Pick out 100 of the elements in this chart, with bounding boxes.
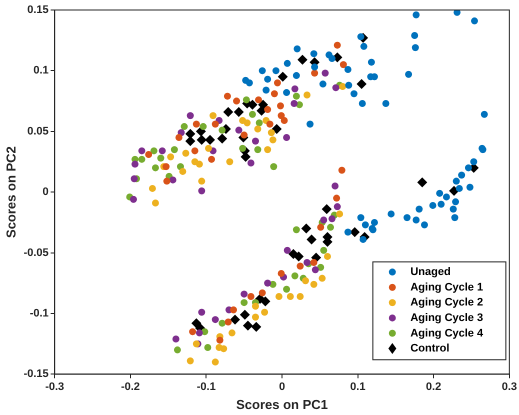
point (296, 262, 304, 270)
point (272, 67, 280, 74)
point (340, 61, 347, 68)
point (294, 251, 304, 262)
point (306, 234, 317, 244)
point (327, 224, 334, 231)
point (278, 270, 285, 277)
point (252, 138, 259, 145)
point (182, 150, 190, 157)
point (452, 198, 460, 206)
point (360, 236, 367, 243)
point (256, 119, 263, 126)
point (148, 184, 156, 192)
point (224, 92, 231, 100)
point (328, 215, 336, 222)
point (350, 227, 360, 238)
y-tick-label: 0.15 (27, 4, 49, 16)
point (362, 221, 369, 228)
point (454, 10, 461, 16)
point (350, 90, 358, 98)
point (152, 164, 159, 172)
point (420, 221, 428, 228)
y-tick-label: 0.1 (33, 64, 49, 77)
point (294, 45, 301, 52)
legend-label: Unaged (410, 266, 451, 278)
point (163, 178, 170, 185)
point (275, 293, 282, 300)
x-axis-title: Scores on PC1 (236, 396, 328, 412)
point (270, 163, 278, 170)
point (130, 196, 137, 203)
point (170, 146, 178, 154)
point (212, 358, 219, 366)
point (212, 120, 219, 128)
point (251, 322, 262, 332)
y-axis-title: Scores on PC2 (3, 146, 18, 238)
point (186, 112, 194, 120)
point (328, 55, 336, 62)
point (344, 66, 352, 73)
point (292, 226, 300, 234)
y-tick-label: -0.15 (24, 368, 49, 380)
point (233, 98, 240, 105)
y-tick-label: -0.05 (24, 246, 49, 259)
point (317, 264, 324, 271)
point (200, 123, 207, 130)
point (228, 329, 236, 336)
point (198, 187, 206, 194)
point (411, 32, 418, 39)
point (388, 210, 395, 218)
point (284, 246, 291, 254)
point (357, 33, 364, 40)
point (451, 214, 458, 222)
point (240, 290, 248, 298)
point (260, 296, 270, 306)
point (174, 346, 181, 354)
point (339, 82, 346, 90)
point (247, 293, 254, 300)
point (264, 146, 272, 154)
point (284, 60, 291, 67)
x-tick-label: 0.3 (502, 380, 518, 393)
point (311, 64, 318, 71)
x-tick-label: 0.2 (426, 380, 442, 393)
point (204, 344, 212, 351)
point (254, 125, 262, 132)
x-tick-label: -0.1 (196, 380, 216, 393)
point (319, 80, 326, 88)
point (218, 126, 226, 134)
point (216, 344, 223, 351)
point (274, 79, 281, 86)
point (226, 158, 234, 166)
point (175, 134, 182, 141)
point (239, 144, 246, 152)
point (205, 144, 212, 152)
point (317, 224, 324, 231)
point (191, 147, 198, 154)
point (196, 134, 207, 145)
point (196, 160, 203, 168)
point (240, 299, 248, 306)
y-tick-label: 0.05 (27, 125, 49, 138)
point (138, 147, 146, 154)
point (264, 76, 272, 83)
point (345, 82, 352, 89)
legend-label: Aging Cycle 2 (410, 296, 484, 309)
point (412, 216, 420, 224)
y-tick-label: -0.1 (30, 308, 49, 320)
point (292, 92, 300, 100)
point (192, 120, 200, 128)
point (333, 194, 340, 202)
point (278, 72, 288, 82)
x-tick-label: -0.2 (120, 380, 140, 393)
point (266, 120, 274, 128)
legend-label: Control (410, 342, 450, 355)
point (255, 96, 262, 104)
point (470, 17, 478, 24)
point (301, 224, 312, 234)
point (167, 153, 174, 160)
point (310, 50, 318, 58)
point (320, 246, 328, 254)
point (256, 106, 267, 116)
point (304, 91, 311, 98)
point (322, 204, 332, 214)
